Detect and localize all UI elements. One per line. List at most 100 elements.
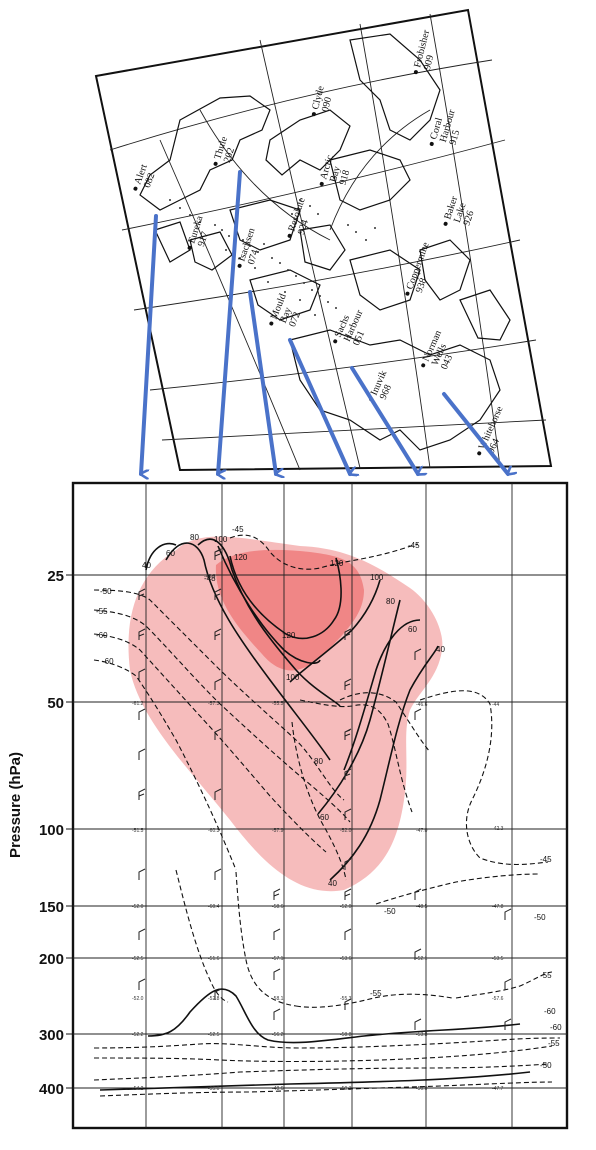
plotted-value: -56.2 <box>272 1032 284 1038</box>
isotachs <box>99 538 531 1091</box>
plotted-value: -48.6 <box>272 1086 284 1092</box>
station-label-line: 909 <box>422 54 436 71</box>
plotted-value: -48.8 <box>204 574 216 580</box>
station-label-line: 082 <box>142 172 157 190</box>
plotted-value: -51.5 <box>132 828 144 834</box>
plotted-value: -42.3 <box>492 826 504 832</box>
station-label-line: 090 <box>320 96 334 113</box>
isotherm-label: -50 <box>384 907 396 916</box>
station-dot <box>413 70 418 75</box>
isotherm-label: -50 <box>534 913 546 922</box>
plotted-value: -54.2 <box>132 1086 144 1092</box>
map-coastlines <box>139 33 511 451</box>
pressure-axis: 25 50 100 150 200 300 400 <box>39 568 73 1098</box>
arrow-isachsen <box>248 290 276 474</box>
arrow-norman-wells <box>442 392 508 474</box>
isotherms <box>93 534 561 1097</box>
isotherm-label: -60 <box>544 1007 556 1016</box>
station-label-line: 926 <box>461 209 476 227</box>
station-dot <box>133 186 138 191</box>
cross-section: 40 60 80 100 120 120 120 100 80 60 40 60 80 100 40 -45… <box>7 481 569 1130</box>
section-grid <box>73 483 567 1128</box>
plotted-value: -57.3 <box>208 701 220 707</box>
station-dot <box>269 321 274 326</box>
isotherm-label: -55 <box>370 989 382 998</box>
isotach-label: 80 <box>314 757 323 766</box>
station-dot <box>405 291 410 296</box>
isotherm-label: -45 <box>232 525 244 534</box>
isotach-label: 80 <box>386 597 395 606</box>
isotherm-label: -50 <box>100 587 112 596</box>
station-dot <box>319 181 324 186</box>
plotted-value: -52.5 <box>208 1032 220 1038</box>
plotted-value: -52.0 <box>132 996 144 1002</box>
plotted-value: -58.6 <box>272 904 284 910</box>
isotherm-labels: -45 -45 -50 -55 -60 -45 -60 -50 -50 -55 -55 -60 -60 -… <box>96 525 562 1070</box>
plotted-value: -47.0 <box>416 828 428 834</box>
isotherm-label: -60 <box>96 631 108 640</box>
pressure-tick-label: 200 <box>39 951 64 968</box>
plotted-value: -51.6 <box>208 956 220 962</box>
plotted-value: -53.5 <box>492 956 504 962</box>
isotherm-label: -45 <box>408 541 420 550</box>
isotach-label: 120 <box>282 631 296 640</box>
y-axis-label: Pressure (hPa) <box>7 752 24 858</box>
station-label-line: Bay <box>328 165 343 184</box>
plotted-value: -60.3 <box>208 828 220 834</box>
isotach-label: 40 <box>328 879 337 888</box>
isotherm-label: -50 <box>540 1061 552 1070</box>
section-frame <box>71 481 569 1130</box>
plotted-value: -61.2 <box>132 701 144 707</box>
jet-shading <box>128 536 443 892</box>
plotted-value: -52.8 <box>208 996 220 1002</box>
isotherm-label: -45 <box>540 855 552 864</box>
station-dot <box>287 233 292 238</box>
pressure-tick-label: 25 <box>47 568 64 585</box>
arrow-thule <box>218 170 242 474</box>
station-label-line: 917 <box>196 230 211 248</box>
plotted-value: -48.5 <box>416 904 428 910</box>
isotach-label: 100 <box>286 673 300 682</box>
isotherm-label: -55 <box>540 971 552 980</box>
plotted-value: -52.0 <box>340 904 352 910</box>
isotach-label: 60 <box>408 625 417 634</box>
plotted-value: -55.0 <box>208 1086 220 1092</box>
station-dot <box>213 161 218 166</box>
plotted-value: -55.3 <box>340 996 352 1002</box>
isotach-label: 40 <box>142 561 151 570</box>
map-stipple <box>169 199 376 316</box>
isotach-labels: 40 60 80 100 120 120 120 100 80 60 40 60 80 100 40 <box>142 533 445 888</box>
station-dot <box>429 141 434 146</box>
map-frame <box>94 8 553 472</box>
station-label-line: 072 <box>287 311 303 329</box>
arrow-mould-bay <box>288 338 350 474</box>
plotted-value: -44 <box>492 702 499 708</box>
station-label-line: 938 <box>414 277 429 295</box>
isotach-label: 80 <box>190 533 199 542</box>
plotted-value: -58.8 <box>340 1032 352 1038</box>
station-label-line: 918 <box>338 169 353 186</box>
plotted-value: -57.1 <box>272 956 284 962</box>
station-dot <box>443 221 448 226</box>
station-label-line: 074 <box>246 248 261 266</box>
plotted-value: -50.0 <box>416 1086 428 1092</box>
isotach-label: 120 <box>234 553 248 562</box>
isotach-label: 100 <box>214 535 228 544</box>
plotted-value: -47.7 <box>492 1086 504 1092</box>
plotted-value: -52.0 <box>132 904 144 910</box>
wind-barbs <box>138 548 512 1030</box>
isotherm-label: -55 <box>96 607 108 616</box>
plotted-value: -50.3 <box>340 1086 352 1092</box>
plotted-values: -48.8 -61.2 -57.3 -55.5 -51.5 -60.3 -57.9 -52.0… <box>132 574 504 1092</box>
pressure-tick-label: 300 <box>39 1027 64 1044</box>
station-dot <box>477 451 482 456</box>
isotach-label: 100 <box>370 573 384 582</box>
plotted-value: -55.5 <box>272 701 284 707</box>
station-dot <box>237 263 242 268</box>
plotted-value: -57.9 <box>272 828 284 834</box>
